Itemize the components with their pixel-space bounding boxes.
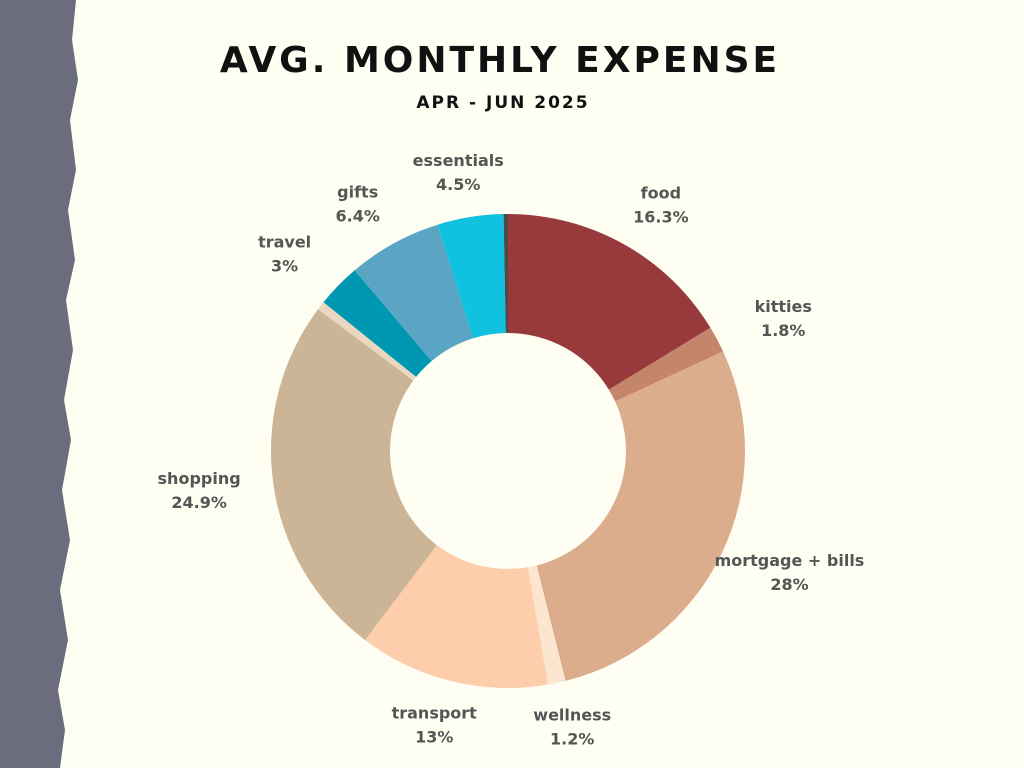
slice-label: food <box>641 184 681 203</box>
slice-label: kitties <box>755 297 812 316</box>
slice-label: essentials <box>413 151 504 170</box>
slice <box>437 214 506 339</box>
slice-value-label: 24.9% <box>171 493 227 512</box>
slice <box>271 309 437 641</box>
slice-value-label: 16.3% <box>633 208 689 227</box>
slice-value-label: 13% <box>415 728 453 747</box>
slice-label: wellness <box>533 705 611 724</box>
slice-value-label: 4.5% <box>436 175 480 194</box>
slice <box>508 214 711 390</box>
slice-value-label: 6.4% <box>336 206 380 225</box>
slice <box>365 545 549 688</box>
slice-label: transport <box>392 704 478 723</box>
slice <box>323 270 432 377</box>
chart-subtitle: APR - JUN 2025 <box>416 93 589 113</box>
slice <box>608 327 724 402</box>
slice-label: travel <box>258 233 311 252</box>
slice-label: mortgage + bills <box>715 551 865 570</box>
slice <box>503 214 508 334</box>
slice <box>318 302 417 381</box>
slice-value-label: 1.8% <box>761 321 805 340</box>
slice-value-label: 1.2% <box>550 729 594 748</box>
slice <box>536 351 745 681</box>
slice-label: gifts <box>337 182 378 201</box>
slice-value-label: 28% <box>770 575 808 594</box>
slice-label: shopping <box>158 469 241 488</box>
slice <box>354 224 473 362</box>
slice <box>527 565 566 685</box>
torn-edge <box>0 0 78 768</box>
chart-title: AVG. MONTHLY EXPENSE <box>220 40 780 81</box>
slice-value-label: 3% <box>271 257 298 276</box>
